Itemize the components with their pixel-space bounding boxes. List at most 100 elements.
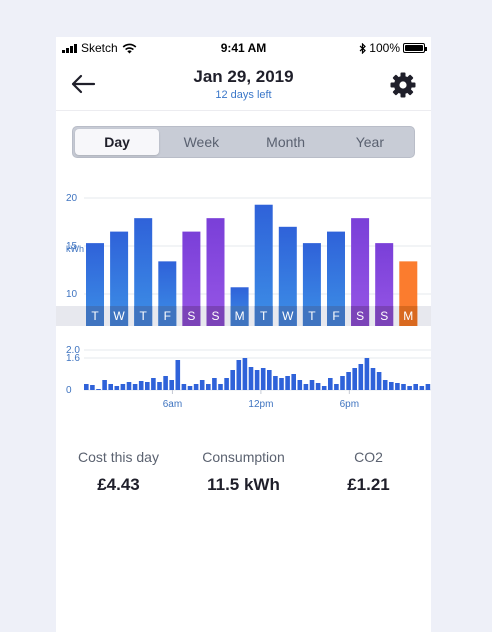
stat-cost-value: £4.43 — [97, 475, 140, 494]
tab-week[interactable]: Week — [183, 134, 220, 150]
hourly-bar[interactable] — [151, 378, 156, 390]
day-bar[interactable] — [110, 231, 129, 326]
hourly-bar[interactable] — [181, 384, 187, 390]
day-bar[interactable] — [278, 226, 297, 326]
hourly-bar[interactable] — [260, 368, 266, 390]
hourly-bar[interactable] — [297, 380, 303, 390]
hourly-bar[interactable] — [187, 386, 193, 390]
day-bar[interactable] — [182, 231, 201, 326]
hourly-bar[interactable] — [84, 384, 89, 390]
day-label: S — [211, 309, 219, 323]
hourly-bar[interactable] — [340, 376, 345, 390]
hourly-bar[interactable] — [279, 378, 284, 390]
hourly-y-tick-label: 0 — [66, 385, 72, 396]
gear-icon[interactable] — [389, 71, 417, 99]
hourly-bar[interactable] — [163, 376, 168, 390]
hourly-bar[interactable] — [425, 384, 431, 390]
hourly-bar[interactable] — [309, 380, 315, 390]
hourly-bar[interactable] — [212, 378, 217, 390]
hourly-bar[interactable] — [395, 383, 400, 390]
stat-consumption-label: Consumption — [202, 449, 285, 465]
day-bar[interactable] — [302, 243, 321, 326]
hourly-bar[interactable] — [407, 386, 412, 390]
hourly-bar[interactable] — [108, 384, 113, 390]
hourly-bar[interactable] — [218, 384, 223, 390]
period-tabs: Day Week Month Year — [72, 126, 415, 158]
hourly-bar[interactable] — [358, 364, 364, 390]
hourly-bar[interactable] — [315, 383, 321, 390]
hourly-bar[interactable] — [413, 384, 418, 390]
hourly-bar[interactable] — [242, 358, 248, 390]
hourly-bar[interactable] — [145, 382, 150, 390]
carrier-name: Sketch — [81, 41, 118, 55]
bluetooth-icon — [359, 42, 367, 54]
hourly-bar[interactable] — [157, 382, 162, 390]
day-bar[interactable] — [254, 204, 273, 326]
hourly-bar[interactable] — [321, 386, 327, 390]
hourly-bar[interactable] — [230, 370, 235, 390]
hourly-bar[interactable] — [132, 384, 138, 390]
day-label-bg — [327, 306, 345, 326]
day-bar[interactable] — [327, 231, 345, 326]
day-bar[interactable] — [206, 218, 225, 326]
day-label-bg — [254, 306, 273, 326]
hourly-bar[interactable] — [328, 378, 333, 390]
hourly-bar[interactable] — [364, 358, 370, 390]
hourly-bar[interactable] — [376, 372, 382, 390]
hourly-bar[interactable] — [389, 382, 394, 390]
day-label: W — [113, 309, 125, 323]
hourly-bar[interactable] — [96, 389, 101, 390]
page-title: Jan 29, 2019 — [193, 67, 294, 86]
hourly-bar[interactable] — [346, 372, 351, 390]
back-arrow-icon[interactable] — [68, 69, 98, 99]
day-label-bg — [110, 306, 129, 326]
day-bar[interactable] — [134, 218, 153, 326]
hourly-x-tick-label: 12pm — [248, 399, 273, 410]
y-unit-label: kWh — [66, 244, 84, 254]
hourly-bar[interactable] — [193, 384, 199, 390]
hourly-bar[interactable] — [199, 380, 205, 390]
day-bar[interactable] — [86, 243, 104, 326]
hourly-y-tick-label: 2.0 — [66, 345, 80, 356]
hourly-bar[interactable] — [138, 381, 144, 390]
hourly-bar[interactable] — [352, 368, 357, 390]
hourly-bar[interactable] — [273, 376, 278, 390]
hourly-bar[interactable] — [303, 384, 309, 390]
hourly-bar[interactable] — [419, 386, 425, 390]
hourly-bar[interactable] — [254, 370, 260, 390]
hourly-bar[interactable] — [169, 380, 174, 390]
day-label: F — [164, 309, 171, 323]
stat-cost: Cost this day £4.43 — [56, 449, 181, 495]
day-label-bg — [278, 306, 297, 326]
tab-month[interactable]: Month — [266, 134, 306, 150]
hourly-bar[interactable] — [102, 380, 107, 390]
hourly-bar[interactable] — [175, 360, 181, 390]
status-right: 100% — [359, 41, 427, 55]
hourly-bar[interactable] — [224, 378, 229, 390]
hourly-bar[interactable] — [120, 384, 126, 390]
hourly-bar[interactable] — [90, 385, 95, 390]
wifi-icon — [122, 43, 137, 53]
day-label: T — [91, 309, 99, 323]
day-bar[interactable] — [375, 243, 394, 326]
tab-year[interactable]: Year — [355, 134, 385, 150]
tab-day[interactable]: Day — [75, 129, 160, 155]
hourly-bar[interactable] — [382, 380, 388, 390]
hourly-bar[interactable] — [206, 384, 211, 390]
hourly-x-tick-label: 6pm — [340, 399, 359, 410]
hourly-bar[interactable] — [236, 360, 242, 390]
hourly-bar[interactable] — [401, 384, 406, 390]
hourly-bar[interactable] — [248, 367, 254, 390]
hourly-bar[interactable] — [267, 370, 272, 390]
hourly-bar[interactable] — [126, 382, 132, 390]
hourly-bar[interactable] — [291, 374, 296, 390]
day-label: T — [308, 309, 316, 323]
hourly-usage-chart: 2.01.6 0 6am 12pm 6pm — [66, 345, 431, 410]
hourly-bar[interactable] — [370, 368, 376, 390]
hourly-y-tick-label: 1.6 — [66, 353, 80, 364]
day-label-bg — [302, 306, 321, 326]
hourly-bar[interactable] — [114, 386, 120, 390]
hourly-bar[interactable] — [285, 376, 290, 390]
day-bar[interactable] — [351, 218, 370, 326]
hourly-bar[interactable] — [334, 384, 339, 390]
